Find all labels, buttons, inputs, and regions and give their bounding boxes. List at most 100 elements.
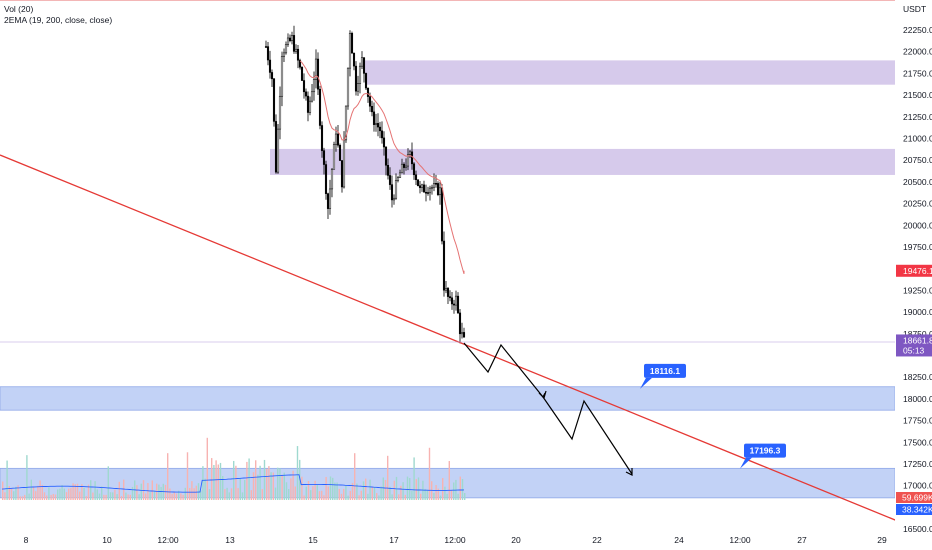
volume-bar: [200, 490, 202, 500]
volume-bar: [376, 493, 378, 500]
time-tick: 10: [102, 535, 112, 545]
volume-bar: [241, 492, 244, 500]
candle: [314, 58, 318, 80]
volume-bar: [147, 483, 149, 500]
projection-path-2[interactable]: [542, 396, 633, 475]
candle: [390, 184, 394, 201]
volume-bar: [336, 482, 338, 500]
price-callout[interactable]: 18116.1: [640, 363, 686, 389]
volume-bar: [52, 493, 54, 500]
volume-bar: [180, 493, 182, 500]
demand-zone-lower[interactable]: [0, 467, 896, 499]
demand-zone-upper[interactable]: [0, 386, 896, 411]
volume-bar: [246, 461, 248, 500]
countdown-label: 05:13: [903, 345, 925, 355]
volume-bar: [107, 466, 109, 500]
supply-zone-upper[interactable]: [365, 60, 895, 85]
candle: [280, 56, 284, 97]
candle: [294, 48, 298, 52]
volume-bar: [19, 496, 21, 500]
volume-bar: [382, 477, 384, 500]
volume-bar: [74, 484, 76, 500]
volume-bar: [114, 489, 116, 500]
volume-bar: [2, 481, 4, 500]
price-tick: 17250.0: [903, 459, 932, 469]
callout-pointer: [740, 457, 752, 469]
volume-bar: [4, 492, 6, 500]
volume-bar: [299, 459, 301, 500]
volume-bar: [193, 488, 195, 500]
volume-bar: [404, 494, 406, 500]
trendline[interactable]: [0, 154, 901, 523]
candle: [320, 125, 324, 151]
candle: [388, 175, 392, 185]
currency-label: USDT: [903, 4, 926, 14]
candle: [416, 179, 420, 186]
volume-bar: [235, 465, 237, 500]
candle: [430, 186, 434, 189]
price-tick: 21000.0: [903, 134, 932, 144]
candle: [434, 183, 438, 185]
candle: [334, 133, 338, 145]
volume-bar: [316, 485, 318, 500]
volume-bar: [356, 483, 358, 500]
price-axis[interactable]: USDT 22250.0 22000.0 21750.0 21500.0 21250.0 2…: [895, 0, 932, 550]
volume-bar: [389, 486, 391, 500]
volume-bar: [257, 474, 259, 500]
volume-bar: [367, 493, 369, 500]
candle: [458, 312, 462, 335]
candle: [440, 187, 444, 242]
supply-zone-lower[interactable]: [270, 148, 895, 175]
candle: [290, 35, 294, 41]
price-tick: 19750.0: [903, 242, 932, 252]
callouts-layer[interactable]: 18116.1 17196.3: [640, 363, 786, 469]
candle: [408, 151, 412, 155]
volume-bar: [151, 480, 153, 500]
volume-bar: [145, 493, 147, 500]
volume-bar: [105, 494, 107, 500]
volume-bar: [283, 472, 285, 500]
candle: [342, 139, 346, 188]
candle: [412, 163, 416, 176]
volume-bar: [204, 478, 206, 500]
time-axis[interactable]: 8 10 12:00 13 15 17 12:00 20 22 24 12:00 27 29: [0, 532, 932, 550]
volume-bar: [391, 494, 393, 500]
volume-bar: [263, 459, 266, 500]
volume-bar: [428, 447, 431, 500]
volume-bar: [112, 492, 114, 500]
volume-bar: [224, 489, 226, 500]
volume-bar: [406, 476, 409, 500]
candle: [268, 59, 272, 73]
volume-bar: [50, 494, 52, 500]
volume-bar: [43, 492, 46, 500]
volume-ma-tag: [896, 504, 932, 515]
last-price-label: 18661.8: [903, 335, 932, 345]
candle: [410, 151, 414, 165]
candle: [444, 288, 448, 291]
volume-bar: [158, 484, 160, 500]
volume-bar: [94, 481, 96, 500]
price-callout[interactable]: 17196.3: [740, 443, 786, 469]
price-tick: 18000.0: [903, 394, 932, 404]
volume-bar: [343, 488, 345, 500]
last-price-tag: [896, 334, 932, 357]
time-tick: 17: [389, 535, 399, 545]
price-tick: 18750.0: [903, 329, 932, 339]
time-tick: 8: [24, 535, 29, 545]
volume-bar: [270, 472, 272, 500]
projection-path[interactable]: [463, 342, 546, 399]
volume-bar: [453, 482, 455, 500]
volume-bar: [222, 476, 224, 500]
candle: [400, 163, 404, 174]
volume-bar: [140, 483, 142, 500]
price-tick: 19000.0: [903, 307, 932, 317]
candle: [462, 332, 466, 338]
volume-ma-line: [1, 474, 465, 493]
volume-bar: [92, 492, 94, 500]
volume-bar: [327, 486, 329, 500]
volume-bar: [30, 479, 32, 500]
volume-bar: [250, 490, 252, 500]
volume-bar: [24, 494, 26, 500]
volume-bar: [54, 494, 57, 500]
